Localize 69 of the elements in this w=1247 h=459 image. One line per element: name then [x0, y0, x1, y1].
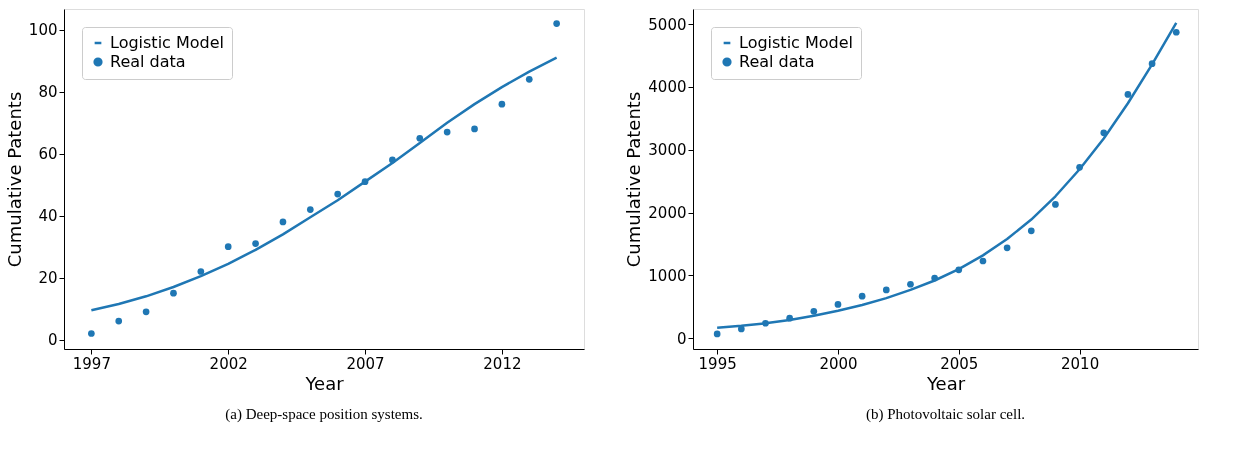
point	[1100, 129, 1108, 137]
line-series	[90, 56, 558, 312]
point	[882, 286, 890, 294]
point	[525, 76, 533, 83]
point	[834, 301, 842, 308]
point	[1124, 91, 1132, 98]
x-axis-title: Year	[925, 372, 966, 394]
x-tick-label: 2000	[819, 354, 858, 373]
x-tick-label: 2010	[1061, 354, 1100, 373]
point	[224, 243, 232, 251]
point	[279, 218, 287, 226]
legend-label: Real data	[739, 52, 815, 71]
legend-label: Logistic Model	[110, 33, 224, 52]
point	[361, 178, 369, 185]
y-tick-label: 5000	[648, 15, 687, 34]
point	[786, 314, 793, 322]
y-tick-label: 1000	[648, 266, 687, 285]
point	[197, 268, 205, 275]
point	[306, 206, 314, 213]
point	[1148, 60, 1156, 68]
y-tick-label: 80	[38, 83, 58, 102]
y-tick-label: 20	[38, 269, 58, 288]
point	[810, 307, 818, 315]
legend-label: Logistic Model	[739, 33, 853, 52]
x-tick-label: 2002	[209, 354, 248, 373]
text: (b) Photovoltaic solar cell.	[865, 406, 1026, 423]
point	[1052, 201, 1059, 208]
point	[142, 308, 150, 316]
point	[713, 330, 721, 338]
x-tick-label: 1997	[72, 354, 111, 373]
y-tick-label: 3000	[648, 141, 687, 160]
x-tick-label: 2007	[346, 354, 385, 373]
y-tick-label: 100	[28, 21, 58, 40]
point	[416, 134, 424, 142]
point	[115, 317, 123, 325]
point	[1172, 28, 1180, 36]
y-tick-label: 0	[47, 331, 58, 350]
point	[955, 266, 963, 274]
point	[737, 325, 745, 333]
y-tick-label: 0	[676, 329, 687, 348]
x-axis-title: Year	[304, 372, 345, 394]
point	[389, 156, 396, 164]
point	[334, 190, 342, 198]
text: (a) Deep-space position systems.	[225, 406, 423, 423]
x-tick-label: 2005	[940, 354, 979, 373]
point	[471, 125, 478, 133]
y-axis-title: Cumulative Patents	[623, 91, 645, 268]
point	[170, 289, 177, 297]
point	[252, 240, 259, 247]
point	[498, 100, 506, 108]
y-tick-label: 60	[38, 145, 58, 164]
legend-label: Real data	[110, 52, 186, 71]
point	[443, 128, 451, 136]
point	[858, 292, 866, 300]
point	[553, 20, 560, 27]
point	[979, 257, 987, 265]
point	[88, 330, 95, 337]
y-tick-label: 40	[38, 207, 58, 226]
y-tick-label: 4000	[648, 78, 687, 97]
x-tick-label: 2012	[483, 354, 522, 373]
point	[762, 319, 769, 327]
y-axis-title: Cumulative Patents	[3, 91, 25, 268]
point	[1027, 227, 1035, 235]
point	[931, 274, 938, 282]
point	[1076, 164, 1083, 171]
y-tick-label: 2000	[648, 204, 687, 223]
x-tick-label: 1995	[698, 354, 737, 373]
point	[1003, 244, 1011, 252]
point	[907, 280, 914, 288]
